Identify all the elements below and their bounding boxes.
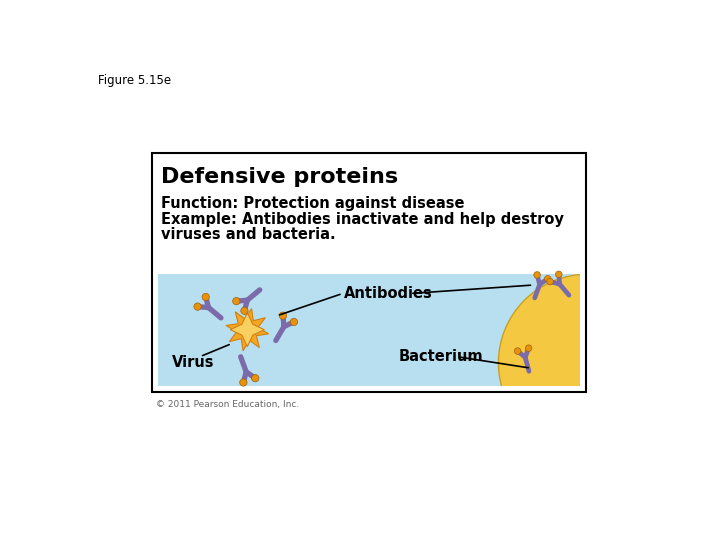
Text: Bacterium: Bacterium (398, 349, 483, 364)
Circle shape (544, 275, 551, 282)
Circle shape (279, 312, 287, 319)
Text: Example: Antibodies inactivate and help destroy: Example: Antibodies inactivate and help … (161, 212, 564, 227)
Polygon shape (226, 308, 269, 351)
Circle shape (194, 303, 202, 310)
Text: © 2011 Pearson Education, Inc.: © 2011 Pearson Education, Inc. (156, 400, 299, 409)
Circle shape (526, 345, 532, 352)
Bar (152, 153, 586, 392)
Circle shape (498, 274, 677, 451)
Text: Antibodies: Antibodies (344, 286, 433, 301)
Text: Defensive proteins: Defensive proteins (161, 167, 398, 187)
Circle shape (534, 272, 541, 278)
Circle shape (233, 298, 240, 305)
Circle shape (514, 348, 521, 354)
Bar (158, 274, 580, 386)
Text: Figure 5.15e: Figure 5.15e (98, 74, 171, 87)
Polygon shape (230, 313, 264, 347)
Circle shape (202, 293, 210, 301)
Circle shape (556, 271, 562, 278)
Circle shape (251, 375, 259, 382)
Circle shape (290, 318, 297, 326)
Text: viruses and bacteria.: viruses and bacteria. (161, 227, 336, 242)
Text: Function: Protection against disease: Function: Protection against disease (161, 197, 465, 212)
Circle shape (240, 379, 247, 386)
Text: Virus: Virus (172, 355, 215, 370)
Circle shape (240, 307, 248, 314)
Circle shape (546, 278, 554, 285)
